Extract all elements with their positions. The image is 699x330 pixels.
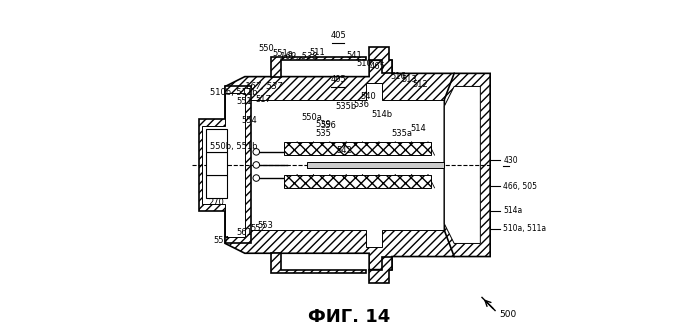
Text: 465: 465: [370, 62, 386, 71]
Polygon shape: [284, 175, 431, 188]
Text: 551a: 551a: [272, 49, 293, 58]
Text: 539: 539: [315, 119, 331, 129]
Text: 557: 557: [214, 236, 230, 245]
Text: 540: 540: [361, 92, 376, 101]
Circle shape: [253, 175, 259, 181]
Text: 270: 270: [208, 198, 224, 207]
Text: 430: 430: [503, 155, 518, 165]
Text: 535: 535: [315, 129, 331, 138]
Text: 535a: 535a: [391, 129, 412, 138]
Text: 561: 561: [237, 227, 252, 237]
Text: 511: 511: [309, 48, 324, 56]
Polygon shape: [369, 47, 392, 73]
Polygon shape: [202, 93, 245, 237]
Text: 553: 553: [257, 221, 273, 230]
Text: 554: 554: [242, 116, 258, 125]
Text: 510a, 511a: 510a, 511a: [503, 224, 547, 233]
Text: 167, 537: 167, 537: [245, 82, 282, 91]
Text: 556: 556: [320, 121, 336, 130]
Text: 514a: 514a: [503, 206, 522, 215]
Polygon shape: [199, 86, 252, 244]
Bar: [206, 129, 227, 152]
Circle shape: [253, 148, 259, 155]
Text: 535b: 535b: [336, 102, 357, 111]
Text: 552: 552: [250, 224, 266, 233]
Text: 516: 516: [390, 72, 406, 81]
Text: 542: 542: [337, 146, 352, 155]
Polygon shape: [307, 162, 445, 168]
Polygon shape: [284, 142, 431, 155]
Polygon shape: [271, 253, 366, 273]
Text: 169, 538: 169, 538: [280, 52, 317, 61]
Bar: [206, 152, 227, 175]
Text: 513: 513: [401, 75, 417, 84]
Text: 550b, 551b: 550b, 551b: [210, 143, 258, 151]
Text: 500: 500: [499, 310, 517, 319]
Polygon shape: [245, 83, 445, 247]
Text: 550: 550: [258, 44, 274, 53]
Text: 536: 536: [353, 100, 369, 109]
Bar: [206, 175, 227, 198]
Text: 514b: 514b: [372, 110, 393, 119]
Text: 512: 512: [412, 80, 428, 89]
Polygon shape: [271, 57, 366, 77]
Text: 510: 510: [356, 59, 373, 68]
Polygon shape: [445, 86, 480, 244]
Polygon shape: [445, 73, 490, 256]
Text: 405: 405: [330, 75, 346, 84]
Text: 551: 551: [236, 97, 252, 106]
Text: 550a: 550a: [301, 113, 322, 122]
Text: 514: 514: [410, 124, 426, 133]
Text: 466, 505: 466, 505: [503, 182, 538, 191]
Polygon shape: [369, 256, 392, 283]
Text: ФИГ. 14: ФИГ. 14: [308, 308, 391, 326]
Text: 517: 517: [256, 95, 272, 104]
Circle shape: [253, 162, 259, 168]
Text: 405: 405: [330, 31, 346, 40]
Polygon shape: [225, 60, 454, 270]
Text: 541: 541: [347, 51, 362, 60]
Text: 510b, 511b: 510b, 511b: [210, 88, 258, 97]
